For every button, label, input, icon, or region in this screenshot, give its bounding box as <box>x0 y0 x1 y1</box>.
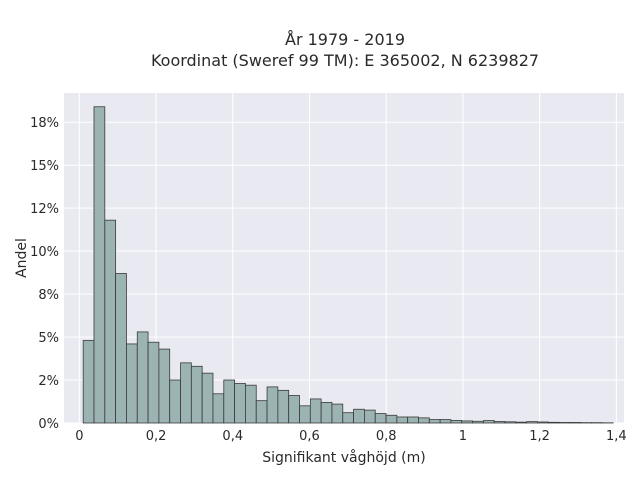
x-tick-label: 0,8 <box>376 429 397 444</box>
histogram-bar <box>547 421 560 424</box>
y-tick-label: 2% <box>38 374 59 389</box>
histogram-bar <box>537 421 549 424</box>
histogram-bar <box>385 414 398 424</box>
y-tick-label: 10% <box>30 245 59 260</box>
histogram-bar <box>428 419 441 424</box>
histogram-bar <box>234 383 246 424</box>
histogram-bar <box>353 408 365 424</box>
histogram-bar <box>126 343 138 424</box>
y-tick-label: 18% <box>30 116 59 131</box>
histogram-bar <box>93 106 106 424</box>
histogram-bar <box>364 409 376 424</box>
chart-subtitle: Koordinat (Sweref 99 TM): E 365002, N 62… <box>151 51 539 70</box>
histogram-bar <box>190 365 203 424</box>
histogram-bar <box>299 405 311 424</box>
y-tick-label: 0% <box>38 417 59 432</box>
histogram-bar <box>104 219 117 424</box>
histogram-bar <box>158 348 171 424</box>
y-tick-label: 8% <box>38 288 59 303</box>
histogram-bar <box>309 398 322 424</box>
histogram-bar <box>569 422 582 424</box>
histogram-bar <box>245 384 257 424</box>
histogram-bar <box>558 422 571 424</box>
histogram-bar <box>342 412 354 424</box>
histogram-bar <box>374 413 387 424</box>
y-tick-labels: 0% 2% 5% 8% 10% 12% 15% 18% <box>30 116 59 432</box>
histogram-bar <box>515 421 528 424</box>
y-tick-label: 12% <box>30 202 59 217</box>
histogram-bar <box>526 421 538 424</box>
x-tick-label: 1 <box>459 429 467 444</box>
y-tick-label: 15% <box>30 159 59 174</box>
histogram-bar <box>320 401 333 424</box>
histogram-bar <box>169 379 181 424</box>
histogram-bar <box>255 400 268 424</box>
histogram-bar <box>482 420 495 424</box>
histogram-bar <box>201 372 214 424</box>
histogram-bar <box>180 362 192 424</box>
histogram-bar <box>472 420 484 424</box>
histogram-bars <box>82 106 614 424</box>
x-tick-label: 0,2 <box>146 429 167 444</box>
histogram-bar <box>147 341 160 424</box>
x-tick-label: 0,6 <box>299 429 320 444</box>
y-tick-label: 5% <box>38 331 59 346</box>
x-tick-label: 1,4 <box>606 429 627 444</box>
histogram-bar <box>450 420 463 424</box>
histogram-bar <box>266 386 279 424</box>
histogram-bar <box>504 421 517 424</box>
y-axis-label: Andel <box>14 238 30 278</box>
histogram-bar <box>212 393 225 424</box>
histogram-bar <box>439 419 452 424</box>
histogram-bar <box>82 340 95 424</box>
histogram-bar <box>115 273 127 424</box>
histogram-bar <box>418 417 430 424</box>
x-tick-label: 1,2 <box>529 429 550 444</box>
chart-title: År 1979 - 2019 <box>285 30 405 49</box>
x-axis-label: Signifikant våghöjd (m) <box>262 449 425 466</box>
histogram-bar <box>136 331 149 424</box>
histogram-bar <box>396 416 409 424</box>
histogram-bar <box>493 421 506 424</box>
histogram-bar <box>277 389 290 424</box>
histogram-bar <box>407 416 419 424</box>
histogram-bar <box>461 420 473 424</box>
x-tick-label: 0 <box>75 429 83 444</box>
histogram-bar <box>331 403 344 424</box>
histogram-bar <box>288 395 300 424</box>
x-tick-label: 0,4 <box>222 429 243 444</box>
histogram-bar <box>223 379 236 424</box>
x-tick-labels: 0 0,2 0,4 0,6 0,8 1 1,2 1,4 <box>75 429 626 444</box>
